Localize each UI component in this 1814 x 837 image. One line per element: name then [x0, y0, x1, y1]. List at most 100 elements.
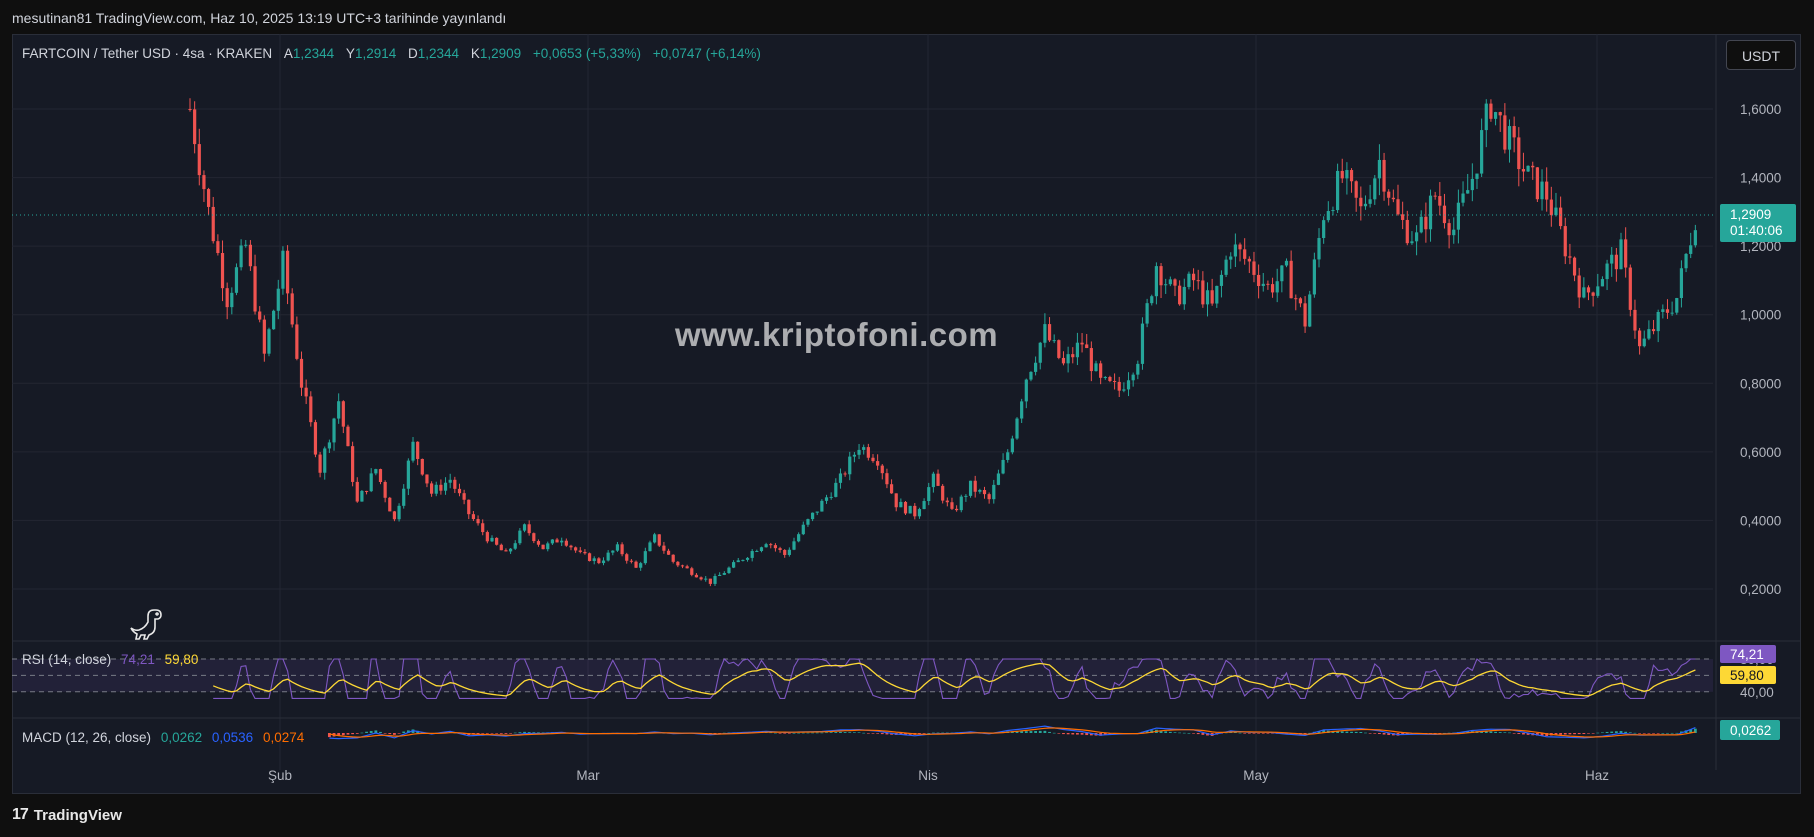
- macd-histogram-bar: [523, 731, 526, 733]
- candle-body: [1187, 273, 1191, 287]
- candle-body: [206, 189, 211, 207]
- macd-histogram-bar: [1438, 733, 1442, 734]
- macd-histogram-bar: [1024, 731, 1028, 733]
- candle-body: [838, 473, 843, 483]
- macd-histogram-bar: [1247, 733, 1251, 734]
- macd-histogram-bar: [1178, 732, 1182, 734]
- macd-histogram-bar: [1512, 733, 1516, 734]
- macd-histogram-bar: [379, 731, 382, 733]
- macd-histogram-bar: [1689, 729, 1693, 733]
- candle-body: [1428, 195, 1433, 230]
- candle-body: [504, 550, 508, 552]
- candle-body: [1122, 389, 1126, 391]
- macd-histogram-bar: [1680, 731, 1683, 733]
- x-tick-label: Mar: [576, 768, 600, 783]
- candle-body: [341, 401, 345, 427]
- macd-histogram-bar: [1591, 733, 1595, 734]
- candle-body: [1596, 286, 1600, 296]
- candle-body: [1475, 173, 1479, 179]
- x-tick-label: Nis: [918, 768, 938, 783]
- candle-body: [1651, 329, 1656, 332]
- candle-body: [1512, 126, 1516, 138]
- macd-histogram-bar: [1243, 733, 1247, 734]
- macd-histogram-bar: [931, 732, 935, 734]
- macd-legend: MACD (12, 26, close) 0,0262 0,0536 0,027…: [22, 730, 304, 745]
- candle-body: [560, 540, 564, 543]
- candle-body: [1628, 267, 1632, 310]
- macd-histogram-bar: [1034, 730, 1037, 733]
- candle-body: [1424, 216, 1428, 230]
- macd-value-badge-text: 0,0262: [1730, 723, 1771, 738]
- candle-body: [1061, 357, 1066, 364]
- candle-body: [908, 505, 912, 514]
- macd-histogram-bar: [1066, 733, 1070, 735]
- candle-body: [337, 401, 341, 419]
- candle-body: [1624, 239, 1628, 268]
- candle-body: [806, 519, 810, 525]
- macd-histogram-bar: [774, 732, 777, 734]
- candle-body: [1461, 193, 1465, 203]
- candle-body: [1466, 190, 1470, 194]
- macd-histogram-bar: [397, 733, 401, 734]
- macd-histogram-bar: [1271, 733, 1274, 734]
- candle-body: [1470, 178, 1474, 191]
- macd-histogram-bar: [829, 732, 833, 733]
- candle-body: [1085, 344, 1089, 349]
- candle-body: [1229, 256, 1233, 260]
- macd-histogram-bar: [922, 733, 926, 734]
- candle-body: [583, 551, 587, 554]
- candle-body: [1168, 279, 1172, 285]
- candle-body: [234, 267, 239, 293]
- currency-button[interactable]: USDT: [1726, 40, 1796, 70]
- candle-body: [741, 559, 745, 561]
- macd-histogram-bar: [1048, 731, 1051, 733]
- macd-histogram-bar: [1605, 731, 1609, 733]
- candle-body: [1572, 257, 1577, 276]
- candle-body: [360, 490, 364, 502]
- macd-histogram-bar: [406, 730, 410, 733]
- y-tick-label: 0,8000: [1740, 376, 1781, 391]
- macd-histogram-bar: [1559, 733, 1563, 735]
- macd-histogram-bar: [1535, 733, 1539, 736]
- footer-brand[interactable]: 17 TradingView: [12, 806, 122, 824]
- high-value: 1,2914: [354, 46, 397, 61]
- candle-body: [885, 473, 889, 485]
- macd-histogram-bar: [374, 730, 378, 733]
- macd-histogram-bar: [490, 733, 494, 734]
- candle-body: [685, 566, 689, 569]
- candle-body: [518, 530, 522, 544]
- macd-histogram-bar: [801, 732, 805, 734]
- candle-body: [1112, 381, 1117, 383]
- y-tick-label: 1,4000: [1740, 171, 1781, 186]
- candle-body: [936, 473, 940, 486]
- candle-body: [718, 574, 722, 576]
- candle-body: [476, 519, 480, 524]
- macd-histogram-bar: [1015, 731, 1019, 733]
- candle-body: [1363, 203, 1368, 207]
- macd-histogram-bar: [1206, 733, 1209, 736]
- macd-histogram-bar: [918, 733, 921, 735]
- candle-body: [532, 533, 536, 542]
- candle-body: [1117, 381, 1121, 391]
- rsi-ma-line: [212, 662, 1696, 697]
- macd-histogram-bar: [476, 733, 480, 734]
- macd-histogram-bar: [1494, 731, 1497, 733]
- y-tick-label: 1,2000: [1740, 239, 1781, 254]
- macd-histogram-bar: [1508, 732, 1511, 734]
- candle-body: [601, 560, 606, 564]
- candle-body: [982, 490, 987, 495]
- x-tick-label: Şub: [268, 768, 292, 783]
- candle-body: [318, 454, 322, 473]
- macd-histogram-bar: [1062, 733, 1065, 735]
- rsi-value-badge: [1720, 645, 1776, 663]
- candle-body: [225, 288, 229, 308]
- macd-histogram-bar: [857, 732, 861, 734]
- candle-body: [1257, 274, 1261, 287]
- dinosaur-icon: [130, 609, 162, 640]
- macd-histogram-bar: [1577, 733, 1581, 735]
- candle-body: [541, 544, 545, 550]
- candle-body: [676, 561, 680, 566]
- candle-body: [197, 144, 201, 176]
- candle-body: [606, 552, 610, 561]
